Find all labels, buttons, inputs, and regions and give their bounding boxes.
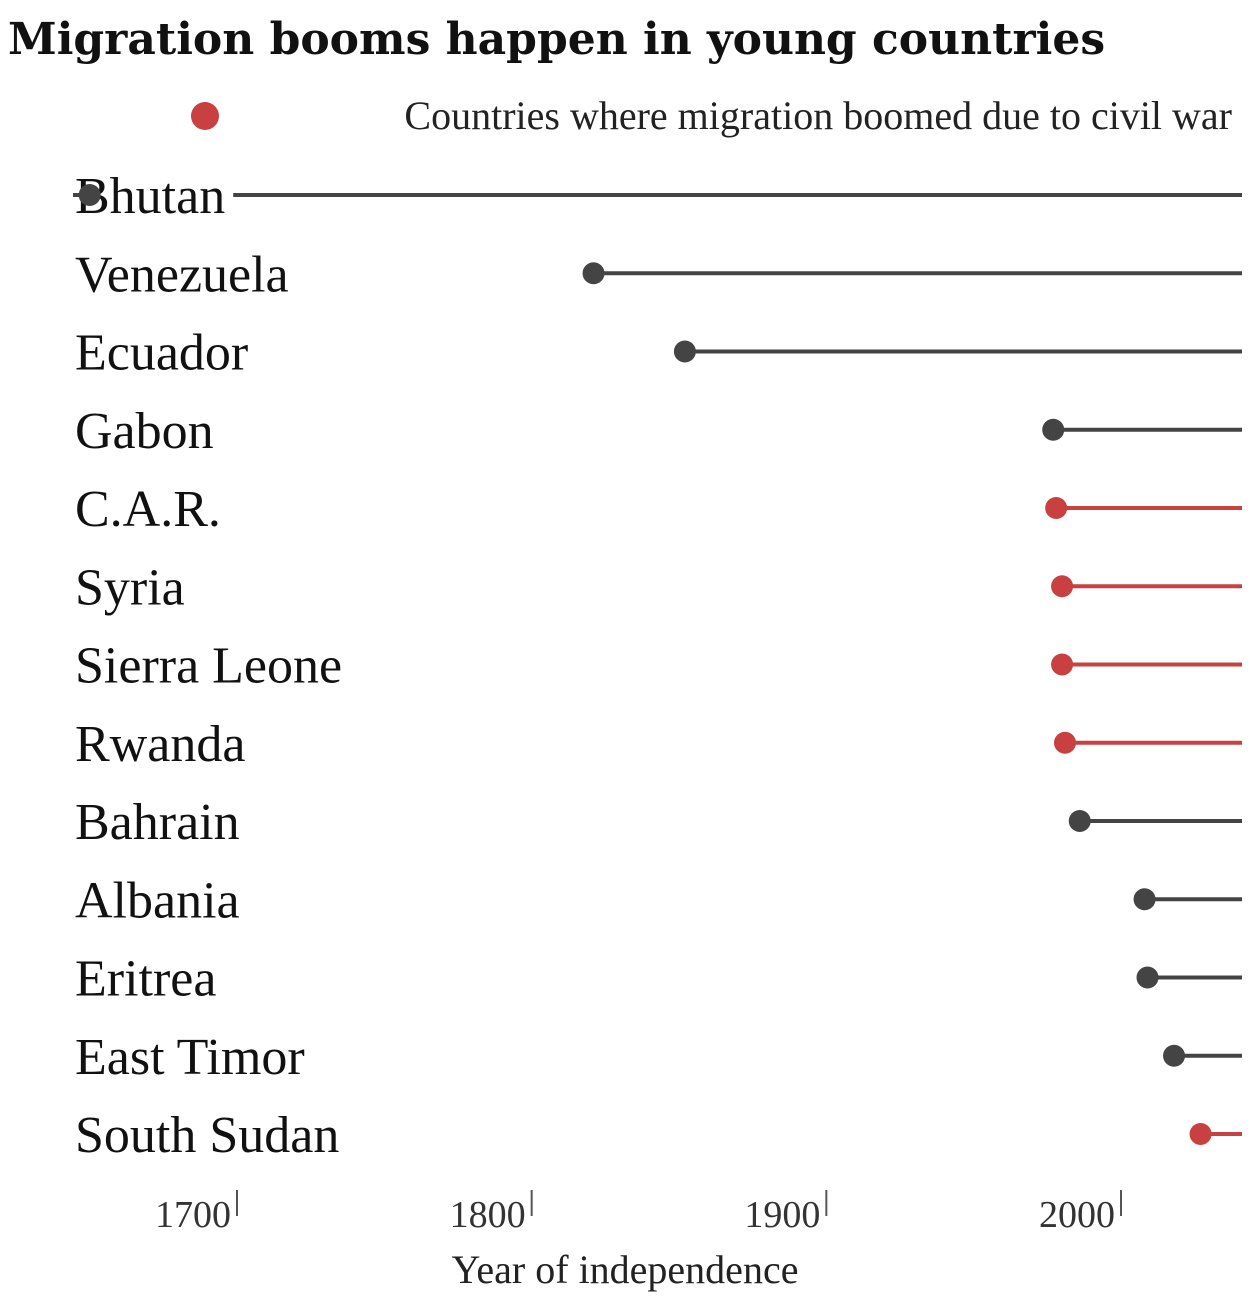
row-syria: Syria <box>75 559 1242 616</box>
row-eritrea: Eritrea <box>75 951 1242 1008</box>
category-label: Bahrain <box>75 794 240 851</box>
row-rwanda: Rwanda <box>75 716 1242 773</box>
x-tick-label: 1900 <box>744 1194 820 1236</box>
data-point <box>1136 966 1159 989</box>
category-label: Eritrea <box>75 951 216 1008</box>
data-point <box>1163 1044 1186 1067</box>
category-label: South Sudan <box>75 1107 339 1164</box>
data-point <box>673 340 696 363</box>
data-point <box>582 262 605 285</box>
x-tick-label: 2000 <box>1039 1194 1115 1236</box>
category-label: Venezuela <box>75 246 289 303</box>
x-tick-label: 1800 <box>450 1194 526 1236</box>
data-point <box>1054 731 1077 754</box>
data-point <box>1045 497 1068 519</box>
data-point <box>1189 1123 1212 1145</box>
data-point <box>1133 888 1156 911</box>
category-label: Albania <box>75 872 240 929</box>
row-albania: Albania <box>75 872 1242 929</box>
row-sierra-leone: Sierra Leone <box>75 638 1242 695</box>
x-tick-label: 1700 <box>155 1194 231 1236</box>
category-label: Sierra Leone <box>75 638 342 695</box>
row-bhutan: Bhutan <box>73 168 1242 225</box>
lollipop-rows: Bhutan Venezuela Ecuador Gabon C.A.R. Syria Si… <box>73 168 1242 1164</box>
row-east-timor: East Timor <box>75 1029 1242 1086</box>
legend-marker <box>191 102 219 130</box>
data-point <box>1068 810 1091 832</box>
row-venezuela: Venezuela <box>75 246 1242 303</box>
category-label: Rwanda <box>75 716 245 773</box>
data-point <box>1042 418 1065 441</box>
data-point <box>78 184 101 206</box>
row-south-sudan: South Sudan <box>75 1107 1242 1164</box>
row-gabon: Gabon <box>75 403 1242 460</box>
x-axis: 1700 1800 1900 2000 <box>155 1190 1122 1236</box>
row-bahrain: Bahrain <box>75 794 1242 851</box>
category-label: Ecuador <box>75 325 248 382</box>
row-ecuador: Ecuador <box>75 325 1242 382</box>
category-label: East Timor <box>75 1029 305 1086</box>
x-axis-title: Year of independence <box>452 1247 799 1292</box>
category-label: Gabon <box>75 403 214 460</box>
category-label: Syria <box>75 559 185 616</box>
data-point <box>1051 575 1074 598</box>
legend-label: Countries where migration boomed due to … <box>404 93 1232 138</box>
row-c-a-r: C.A.R. <box>75 481 1242 538</box>
data-point <box>1051 653 1074 676</box>
legend: Countries where migration boomed due to … <box>191 93 1232 138</box>
chart-title: Migration booms happen in young countrie… <box>8 14 1105 65</box>
category-label: C.A.R. <box>75 481 221 538</box>
